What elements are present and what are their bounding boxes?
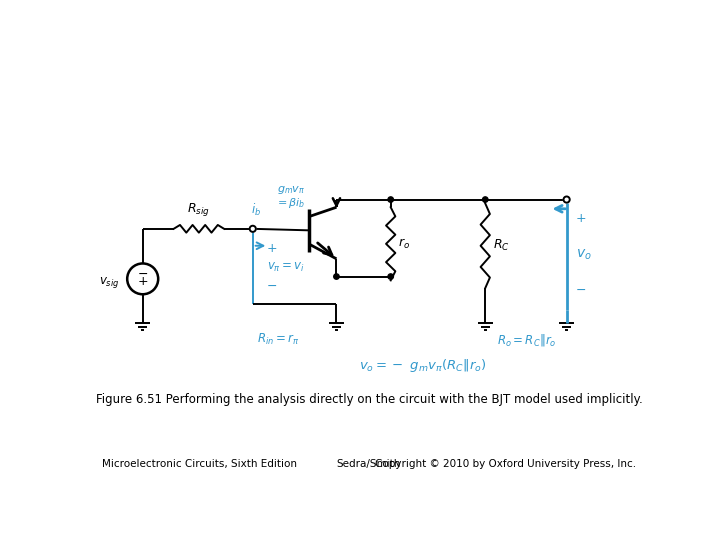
Text: $R_{in} = r_\pi$: $R_{in} = r_\pi$ [256, 332, 299, 347]
Text: Sedra/Smith: Sedra/Smith [337, 458, 401, 469]
Circle shape [388, 197, 393, 202]
Circle shape [250, 226, 256, 232]
Text: +: + [576, 212, 587, 225]
Circle shape [482, 197, 488, 202]
Text: +: + [138, 275, 148, 288]
Text: −: − [266, 280, 277, 293]
Text: $g_m v_\pi$: $g_m v_\pi$ [277, 185, 305, 197]
Text: Figure 6.51 Performing the analysis directly on the circuit with the BJT model u: Figure 6.51 Performing the analysis dire… [96, 393, 642, 406]
Text: $i_b$: $i_b$ [251, 202, 261, 218]
Circle shape [564, 197, 570, 202]
Circle shape [334, 274, 339, 279]
Text: Microelectronic Circuits, Sixth Edition: Microelectronic Circuits, Sixth Edition [102, 458, 297, 469]
Text: $r_o$: $r_o$ [398, 237, 410, 251]
Text: $R_\mathregular{sig}$: $R_\mathregular{sig}$ [187, 201, 210, 218]
Text: −: − [138, 268, 148, 281]
Text: $v_\mathregular{sig}$: $v_\mathregular{sig}$ [99, 275, 120, 290]
Text: $v_o = -\ g_m v_\pi (R_C \| r_o)$: $v_o = -\ g_m v_\pi (R_C \| r_o)$ [359, 356, 487, 374]
Text: $v_\pi = v_i$: $v_\pi = v_i$ [266, 261, 305, 274]
Text: $= \beta i_b$: $= \beta i_b$ [275, 197, 305, 211]
Circle shape [388, 274, 393, 279]
Text: $R_C$: $R_C$ [493, 238, 510, 253]
Text: −: − [576, 284, 586, 297]
Text: +: + [266, 242, 277, 255]
Text: $v_o$: $v_o$ [576, 247, 592, 262]
Text: Copyright © 2010 by Oxford University Press, Inc.: Copyright © 2010 by Oxford University Pr… [375, 458, 636, 469]
Text: $R_o = R_C \| r_o$: $R_o = R_C \| r_o$ [497, 332, 557, 348]
